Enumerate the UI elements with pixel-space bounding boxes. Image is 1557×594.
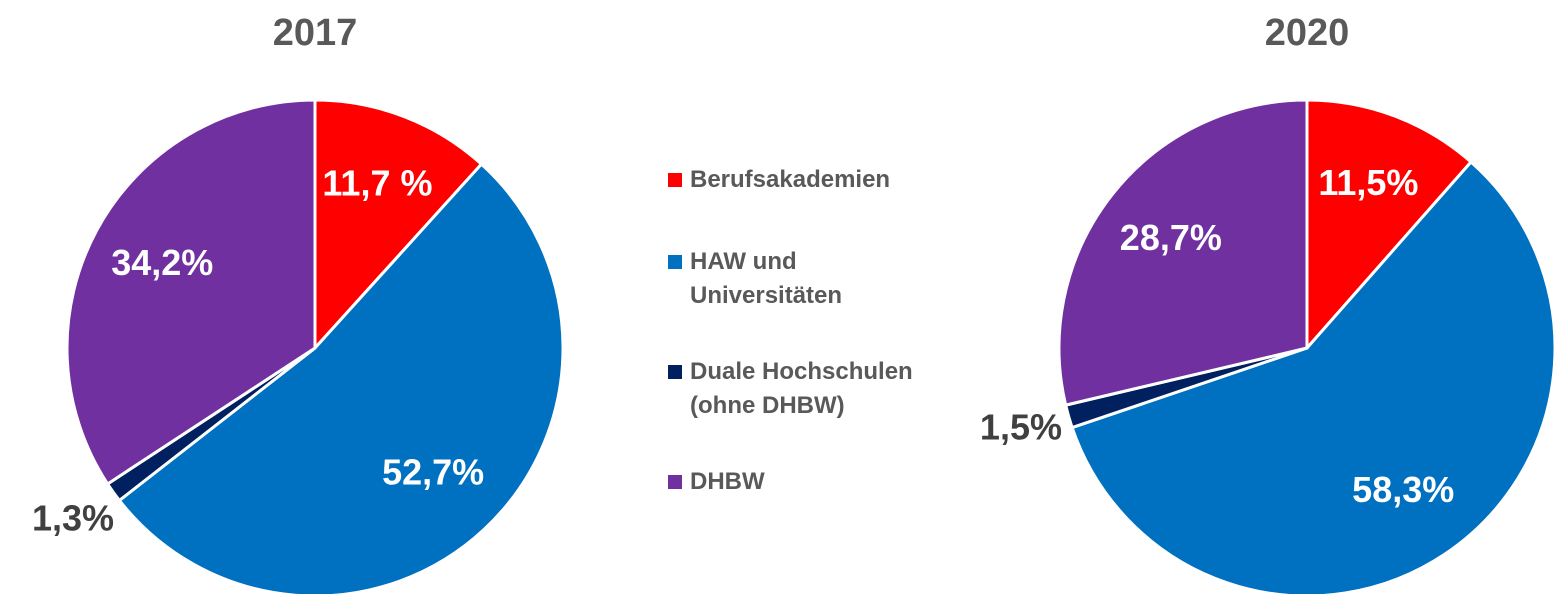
data-label: 34,2%: [111, 242, 213, 283]
legend-label: DHBW: [690, 468, 765, 495]
data-label: 11,7 %: [322, 163, 432, 204]
data-label: 58,3%: [1352, 469, 1454, 510]
chart-title: 2020: [1265, 12, 1350, 54]
pie-slice: [1057, 98, 1309, 407]
data-label: 52,7%: [382, 452, 484, 493]
pie-slice: [1305, 98, 1474, 352]
legend-label: Duale Hochschulen (ohne DHBW): [690, 358, 913, 419]
pie-slice: [1070, 159, 1557, 594]
data-label: 28,7%: [1120, 217, 1222, 258]
legend-entry: Duale Hochschulen (ohne DHBW): [668, 355, 968, 423]
data-label: 11,5%: [1318, 162, 1418, 203]
legend-entry: DHBW: [668, 465, 968, 499]
data-label: 1,3%: [32, 498, 114, 539]
legend-entry: Berufsakademien: [668, 163, 968, 197]
legend-swatch: [668, 173, 682, 187]
pie-slice: [117, 162, 565, 594]
legend-swatch: [668, 365, 682, 379]
legend-label: HAW und Universitäten: [690, 248, 843, 309]
legend-swatch: [668, 475, 682, 489]
legend-swatch: [668, 255, 682, 269]
data-label: 1,5%: [980, 407, 1062, 448]
pie-slice: [313, 98, 484, 352]
pie-slice: [65, 98, 317, 487]
chart-title: 2017: [273, 12, 358, 54]
legend-label: Berufsakademien: [690, 166, 891, 193]
legend-entry: HAW und Universitäten: [668, 245, 968, 313]
